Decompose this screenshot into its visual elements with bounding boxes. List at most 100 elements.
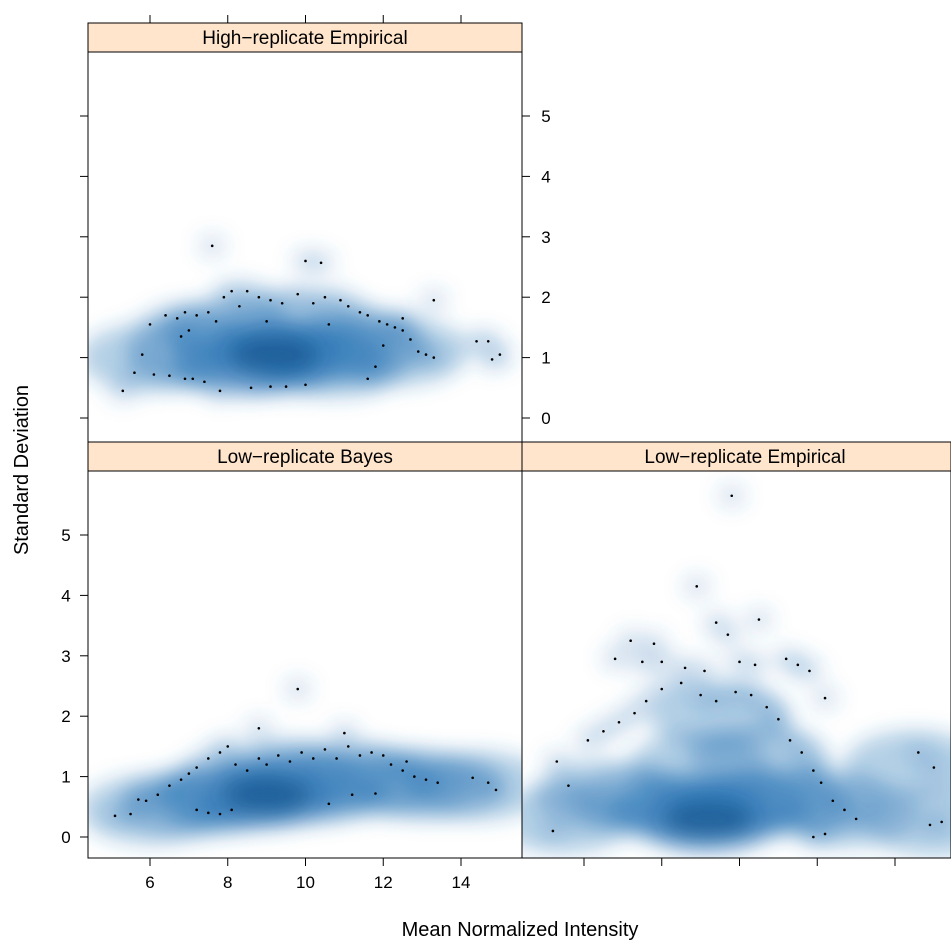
data-point — [218, 812, 222, 816]
data-point — [432, 356, 436, 359]
data-point — [300, 751, 303, 754]
data-point — [207, 311, 210, 314]
density-cloud — [522, 484, 951, 856]
data-point — [121, 389, 125, 393]
data-point — [218, 389, 222, 393]
data-point — [276, 754, 280, 757]
data-point — [257, 295, 261, 299]
data-point — [346, 745, 350, 748]
data-point — [183, 377, 187, 381]
density-cloud — [88, 234, 514, 402]
data-point — [695, 585, 699, 588]
strip-label-high-replicate-empirical: High−replicate Empirical — [202, 28, 407, 49]
y-tick-label-right: 3 — [541, 228, 550, 247]
data-point — [765, 705, 769, 709]
data-point — [280, 301, 284, 305]
data-point — [370, 751, 373, 754]
data-point — [486, 339, 490, 343]
strip-low-replicate-empirical — [521, 441, 951, 472]
data-point — [323, 748, 327, 751]
data-point — [714, 621, 718, 624]
data-point — [777, 717, 780, 721]
data-point — [613, 657, 617, 661]
data-point — [214, 320, 218, 323]
y-tick-label: 4 — [61, 586, 70, 605]
density-blob — [363, 751, 504, 820]
data-point — [940, 820, 943, 824]
data-point — [311, 757, 315, 760]
data-point — [683, 666, 687, 670]
data-point — [195, 766, 198, 769]
density-blob — [88, 775, 220, 844]
data-point — [586, 739, 590, 742]
data-point — [738, 660, 741, 664]
data-point — [210, 244, 214, 248]
data-point — [284, 385, 288, 388]
data-point — [327, 323, 331, 326]
data-point — [679, 681, 683, 685]
data-point — [222, 295, 226, 299]
data-point — [327, 802, 331, 806]
strip-low-replicate-bayes — [87, 441, 523, 472]
data-point — [843, 808, 846, 812]
panel-high-replicate-empirical — [88, 234, 514, 402]
data-point — [148, 323, 152, 326]
data-point — [823, 696, 827, 700]
data-point — [652, 642, 656, 646]
data-point — [144, 799, 148, 803]
data-point — [257, 757, 261, 760]
data-point — [812, 769, 815, 772]
data-point — [152, 373, 156, 376]
data-point — [207, 811, 210, 815]
data-point — [195, 314, 198, 317]
data-point — [175, 317, 179, 320]
data-point — [409, 338, 412, 341]
data-point — [796, 663, 800, 667]
data-point — [660, 687, 664, 691]
y-tick-label: 5 — [61, 526, 70, 545]
data-point — [486, 781, 490, 784]
data-point — [699, 693, 702, 697]
data-point — [932, 766, 936, 769]
y-axis-title: Standard Deviation — [11, 385, 33, 555]
density-blob — [650, 682, 791, 751]
x-tick-label: 8 — [223, 873, 232, 892]
data-point — [304, 383, 307, 387]
data-point — [140, 353, 144, 356]
data-point — [436, 781, 439, 784]
data-point — [358, 754, 362, 757]
data-point — [296, 687, 300, 691]
data-point — [304, 259, 307, 263]
density-blob — [522, 784, 635, 853]
data-point — [917, 751, 920, 754]
data-point — [475, 339, 478, 343]
data-point — [808, 669, 811, 673]
data-point — [812, 835, 815, 839]
data-point — [366, 377, 370, 381]
data-point — [187, 772, 191, 775]
data-point — [335, 757, 338, 760]
data-point — [245, 769, 249, 772]
data-point — [179, 778, 183, 781]
data-point — [788, 739, 792, 742]
y-tick-label: 2 — [61, 707, 70, 726]
data-point — [753, 663, 757, 667]
panel-frame-low-replicate-empirical — [521, 470, 951, 859]
density-cloud — [88, 678, 522, 844]
data-point — [405, 760, 408, 763]
data-point — [644, 699, 648, 703]
data-point — [726, 633, 730, 636]
data-point — [366, 314, 370, 317]
data-point — [381, 344, 385, 347]
data-point — [179, 335, 183, 338]
data-point — [703, 669, 706, 673]
data-point — [288, 760, 292, 763]
data-point — [137, 798, 140, 801]
data-point — [265, 320, 268, 323]
data-point — [226, 745, 230, 748]
data-point — [133, 371, 136, 375]
data-point — [381, 754, 385, 757]
data-point — [203, 380, 206, 384]
